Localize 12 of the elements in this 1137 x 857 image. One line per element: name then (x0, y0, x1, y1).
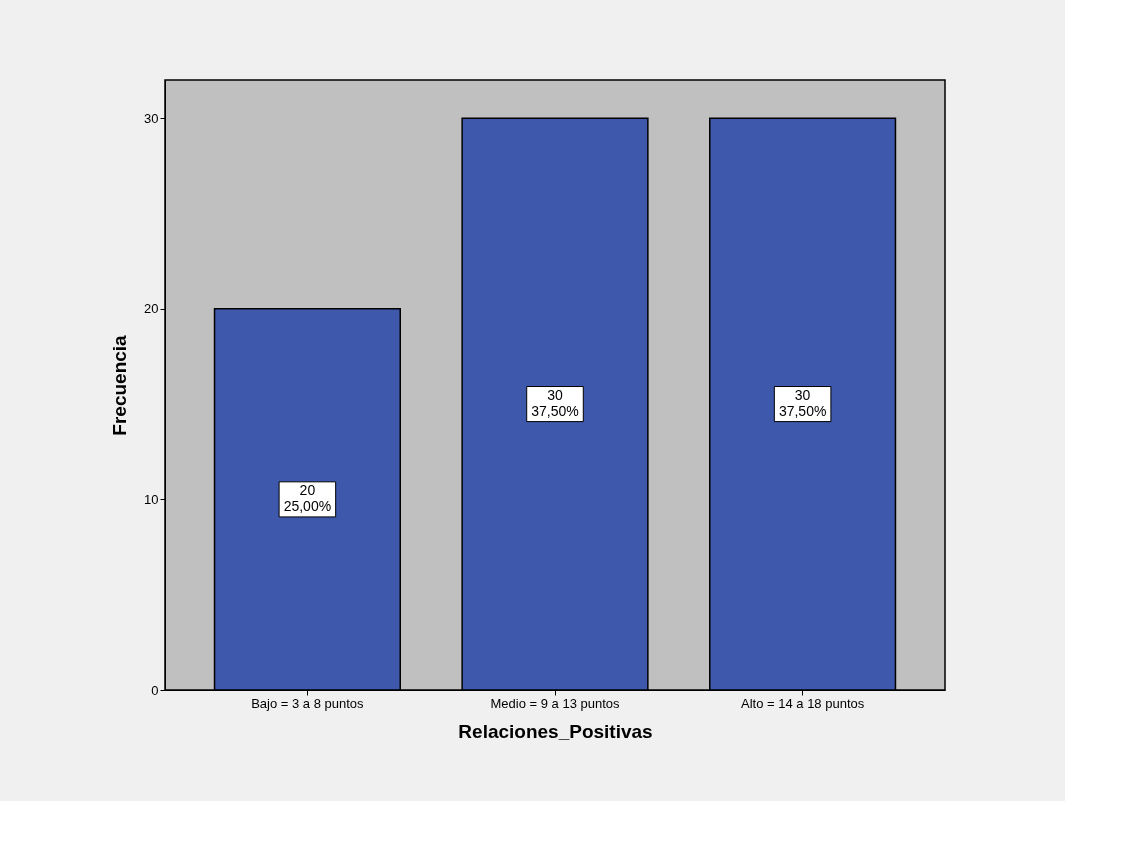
x-tick-label: Bajo = 3 a 8 puntos (251, 695, 365, 711)
y-tick-label: 30 (144, 110, 159, 126)
x-axis-title: Relaciones_Positivas (458, 720, 653, 742)
x-tick-label: Medio = 9 a 13 puntos (490, 695, 620, 711)
y-tick-label: 10 (144, 491, 159, 507)
data-label: 30 37,50% (778, 387, 827, 420)
x-tick-label: Alto = 14 a 18 puntos (741, 695, 865, 711)
data-label: 30 37,50% (531, 387, 579, 420)
y-axis-title: Frecuencia (109, 334, 131, 436)
y-tick-label: 20 (144, 301, 159, 317)
y-tick-label: 0 (151, 682, 159, 698)
data-label: 20 25,00% (283, 482, 332, 515)
